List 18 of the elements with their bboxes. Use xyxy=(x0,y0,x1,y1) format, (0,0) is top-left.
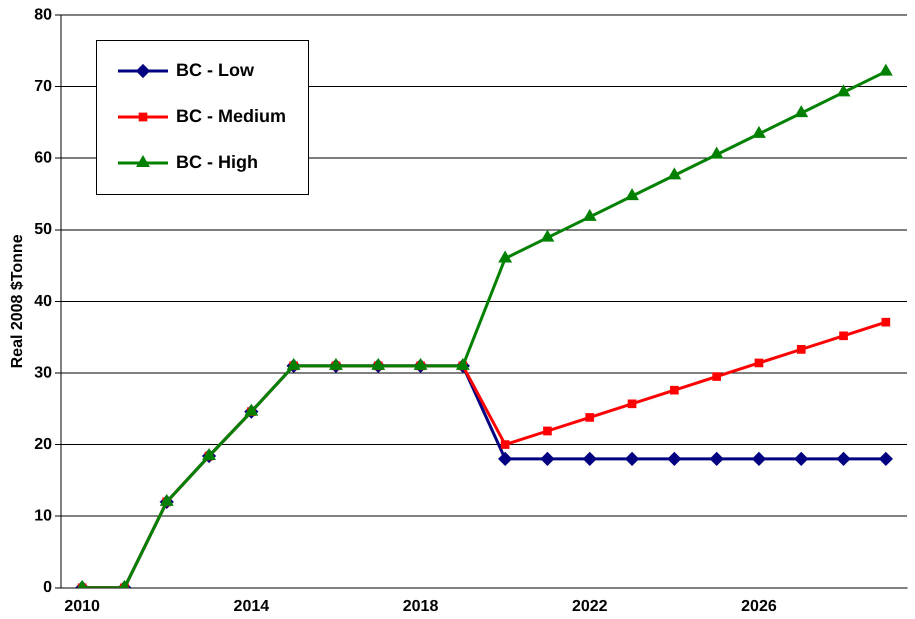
legend-label: BC - Low xyxy=(176,60,255,80)
x-tick-label: 2026 xyxy=(741,598,777,615)
y-tick-label: 0 xyxy=(43,579,52,596)
y-tick-label: 80 xyxy=(34,6,52,24)
x-tick-label: 2022 xyxy=(572,598,608,615)
x-tick-label: 2010 xyxy=(64,598,100,615)
legend-label: BC - High xyxy=(176,152,258,172)
x-tick-label: 2018 xyxy=(402,598,438,615)
y-tick-label: 50 xyxy=(34,221,52,238)
y-tick-label: 60 xyxy=(34,150,52,167)
y-tick-label: 70 xyxy=(34,78,52,96)
y-tick-label: 40 xyxy=(34,292,52,310)
y-tick-label: 20 xyxy=(34,436,52,454)
legend-label: BC - Medium xyxy=(176,106,286,126)
y-axis-title: Real 2008 $Tonne xyxy=(9,234,26,368)
y-tick-label: 30 xyxy=(34,364,52,382)
x-tick-label: 2014 xyxy=(234,598,270,615)
y-tick-label: 10 xyxy=(34,508,52,525)
